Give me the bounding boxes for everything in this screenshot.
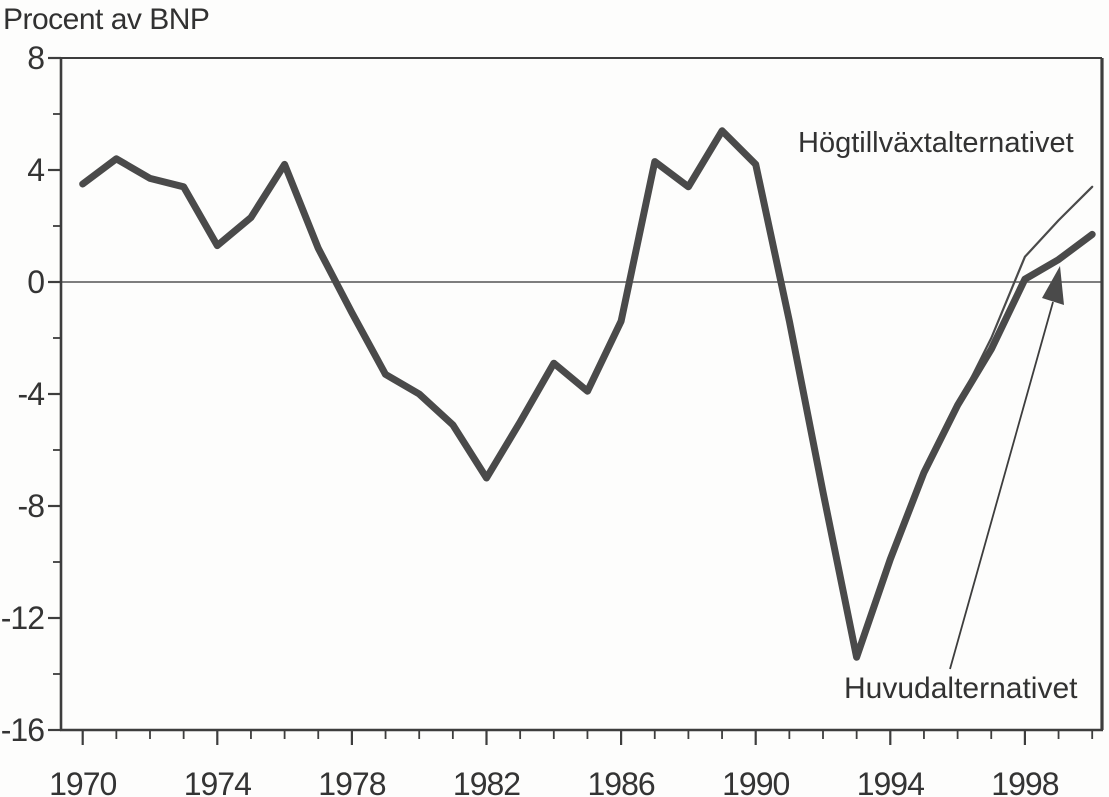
x-axis-tick-label: 1998 — [991, 766, 1059, 797]
y-axis-tick-label: -4 — [17, 376, 45, 412]
y-axis-tick-label: 0 — [27, 264, 45, 300]
x-axis-tick-label: 1990 — [722, 766, 790, 797]
series-line-huvudalternativet — [79, 127, 1096, 661]
series-line-högtillväxtalternativet — [956, 185, 1094, 407]
x-axis-tick-label: 1970 — [49, 766, 117, 797]
x-axis-tick-label: 1994 — [856, 766, 925, 797]
x-axis-tick-label: 1986 — [587, 766, 656, 797]
y-axis-tick-label: -12 — [0, 600, 45, 636]
series-label-hogtillvaxtalternativet: Högtillväxtalternativet — [798, 127, 1074, 159]
annotation-arrow-head — [1042, 266, 1064, 305]
y-axis-tick-label: 8 — [27, 40, 45, 76]
y-axis-tick-label: -8 — [17, 488, 45, 524]
x-axis-tick-label: 1982 — [452, 766, 521, 797]
y-axis-tick-label: -16 — [0, 712, 45, 748]
annotation-arrow-line — [949, 301, 1054, 670]
chart-title: Procent av BNP — [3, 3, 210, 36]
x-axis-tick-label: 1978 — [318, 766, 386, 797]
series-label-huvudalternativet: Huvudalternativet — [844, 672, 1078, 705]
x-axis-tick-label: 1974 — [183, 766, 252, 797]
y-axis-tick-label: 4 — [27, 152, 45, 188]
